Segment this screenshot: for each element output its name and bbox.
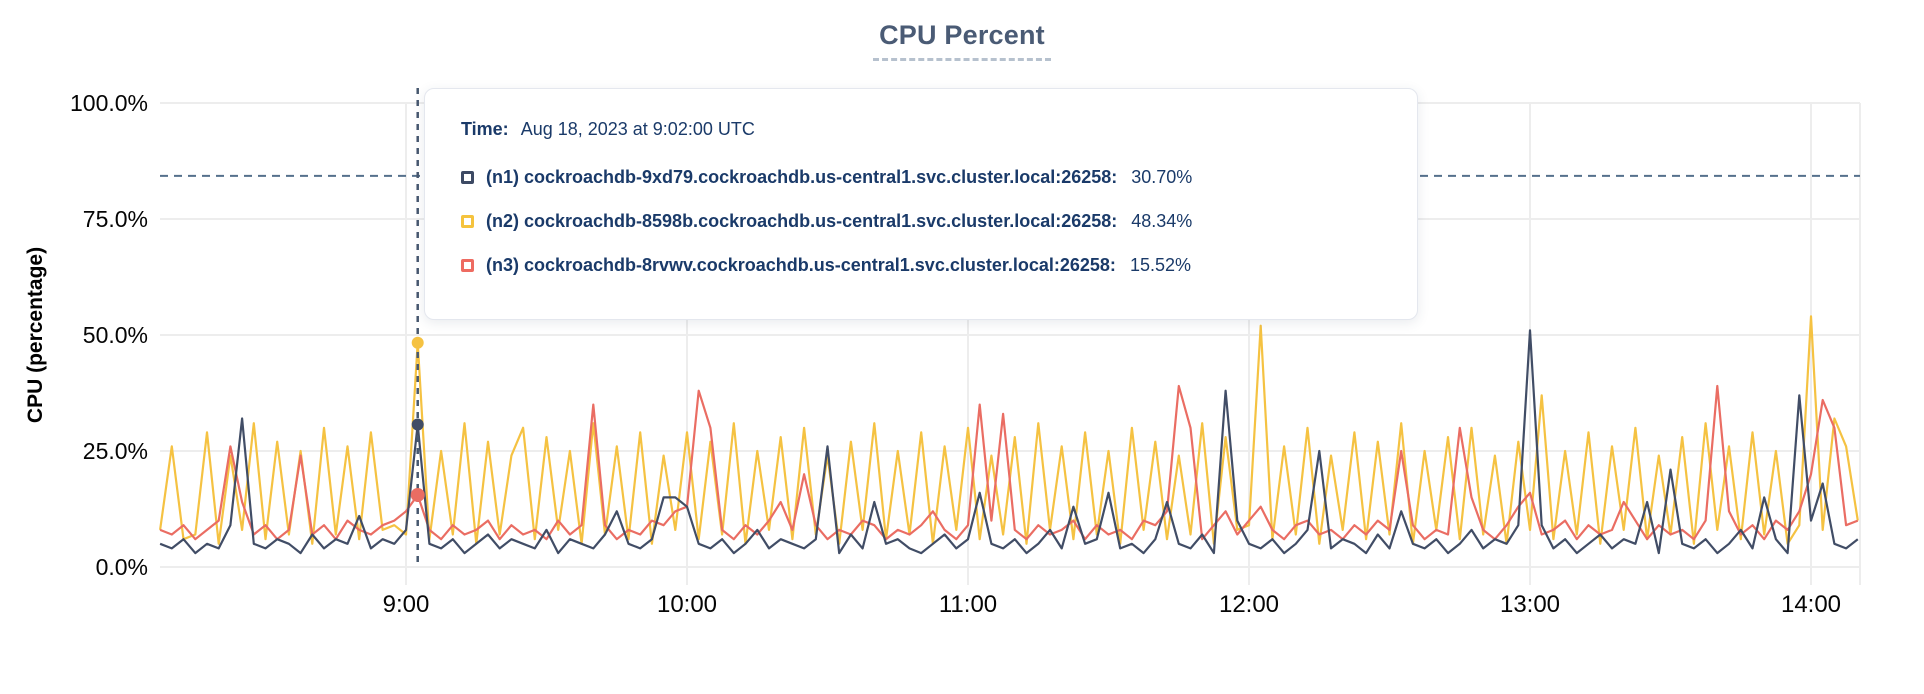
tooltip-series-rows: (n1) cockroachdb-9xd79.cockroachdb.us-ce…: [461, 162, 1387, 280]
series-value: 15.52%: [1129, 254, 1191, 275]
y-tick-label: 100.0%: [69, 90, 148, 116]
hover-point-n1: [411, 418, 424, 431]
series-swatch-n3: [461, 258, 474, 272]
series-line-n2[interactable]: [159, 315, 1859, 545]
y-tick-label: 75.0%: [82, 206, 148, 232]
hover-tooltip: Time: Aug 18, 2023 at 9:02:00 UTC (n1) co…: [424, 88, 1418, 320]
y-tick-label: 50.0%: [82, 322, 148, 348]
x-tick-label: 12:00: [1218, 591, 1280, 618]
tooltip-time-label: Time:: [461, 119, 509, 139]
y-tick-label: 0.0%: [95, 554, 148, 580]
tooltip-row-n3: (n3) cockroachdb-8rvwv.cockroachdb.us-ce…: [461, 250, 1387, 280]
tooltip-row-n2: (n2) cockroachdb-8598b.cockroachdb.us-ce…: [461, 206, 1387, 236]
x-tick-label: 9:00: [382, 591, 430, 618]
hover-point-n2: [411, 336, 424, 349]
tooltip-time-row: Time: Aug 18, 2023 at 9:02:00 UTC: [461, 119, 1387, 140]
series-label: (n2) cockroachdb-8598b.cockroachdb.us-ce…: [486, 210, 1118, 231]
hover-point-n3: [410, 487, 425, 502]
series-value: 30.70%: [1131, 166, 1193, 187]
tooltip-time-value: Aug 18, 2023 at 9:02:00 UTC: [520, 119, 755, 139]
tooltip-row-n1: (n1) cockroachdb-9xd79.cockroachdb.us-ce…: [461, 162, 1387, 192]
series-swatch-n1: [461, 170, 474, 184]
x-tick-label: 14:00: [1780, 591, 1842, 618]
series-label: (n3) cockroachdb-8rvwv.cockroachdb.us-ce…: [486, 254, 1116, 275]
series-line-n1[interactable]: [159, 329, 1859, 555]
series-value: 48.34%: [1131, 210, 1193, 231]
series-label: (n1) cockroachdb-9xd79.cockroachdb.us-ce…: [486, 166, 1118, 187]
y-tick-label: 25.0%: [82, 438, 148, 464]
x-tick-label: 11:00: [938, 591, 998, 618]
x-tick-label: 10:00: [656, 591, 718, 618]
series-line-n3[interactable]: [159, 384, 1859, 541]
series-swatch-n2: [461, 214, 474, 228]
x-tick-label: 13:00: [1499, 591, 1561, 618]
